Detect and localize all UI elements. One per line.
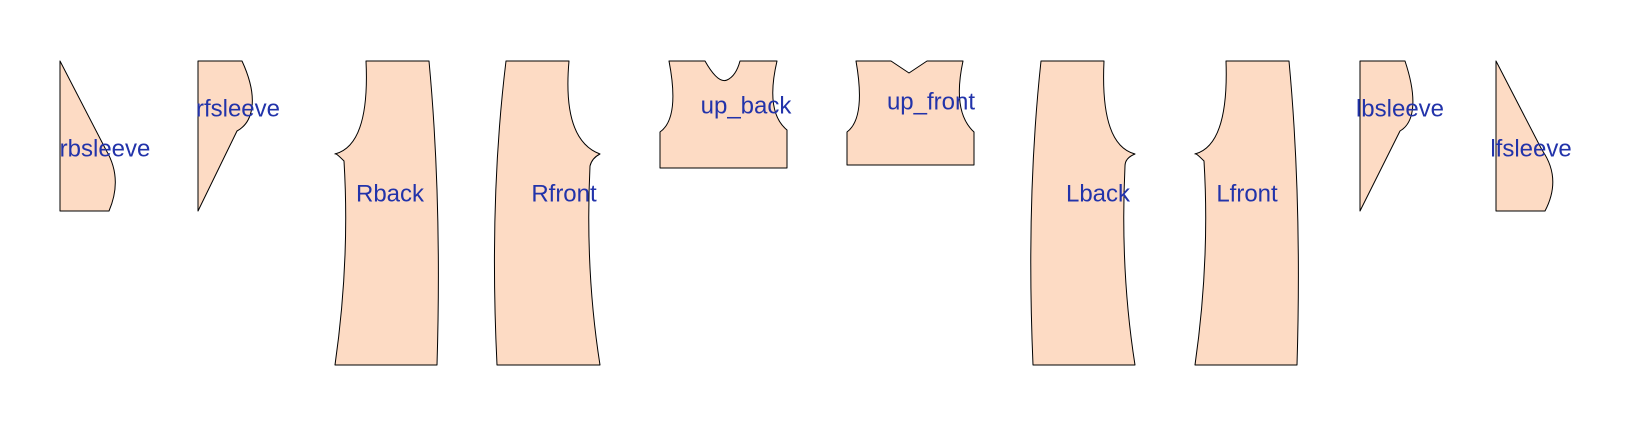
piece-rbsleeve-label: rbsleeve: [60, 135, 151, 162]
piece-up-back-label: up_back: [701, 92, 793, 119]
piece-rfront-label: Rfront: [531, 180, 597, 207]
piece-up-back[interactable]: up_back: [659, 60, 793, 169]
piece-rfsleeve[interactable]: rfsleeve: [196, 60, 280, 212]
piece-lbsleeve-shape: [1359, 60, 1414, 212]
piece-rfront[interactable]: Rfront: [493, 60, 601, 366]
piece-rfsleeve-shape: [197, 60, 253, 212]
piece-lfsleeve[interactable]: lfsleeve: [1490, 60, 1572, 212]
piece-rfront-shape: [493, 60, 601, 366]
piece-lfsleeve-shape: [1495, 60, 1554, 212]
piece-lfront-label: Lfront: [1216, 180, 1278, 207]
piece-rbsleeve-shape: [59, 60, 116, 212]
piece-up-back-shape: [659, 60, 788, 169]
piece-up-front-label: up_front: [887, 88, 975, 115]
piece-rfsleeve-label: rfsleeve: [196, 95, 280, 122]
piece-rback[interactable]: Rback: [334, 60, 439, 366]
piece-lback-shape: [1030, 60, 1136, 366]
piece-rback-label: Rback: [356, 180, 425, 207]
piece-up-front[interactable]: up_front: [846, 60, 975, 166]
piece-lfsleeve-label: lfsleeve: [1490, 135, 1571, 162]
piece-lfront-shape: [1194, 60, 1299, 366]
piece-up-front-shape: [846, 60, 975, 166]
piece-lback[interactable]: Lback: [1030, 60, 1136, 366]
piece-lback-label: Lback: [1066, 180, 1131, 207]
piece-lbsleeve-label: lbsleeve: [1356, 95, 1444, 122]
piece-lbsleeve[interactable]: lbsleeve: [1356, 60, 1444, 212]
piece-rback-shape: [334, 60, 439, 366]
piece-lfront[interactable]: Lfront: [1194, 60, 1299, 366]
piece-rbsleeve[interactable]: rbsleeve: [59, 60, 151, 212]
